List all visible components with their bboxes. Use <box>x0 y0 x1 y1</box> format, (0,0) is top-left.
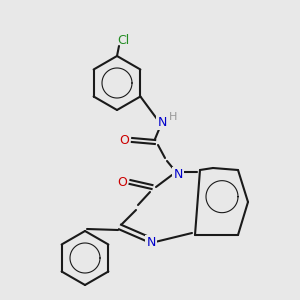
Text: O: O <box>117 176 127 188</box>
Text: H: H <box>169 112 177 122</box>
Text: N: N <box>146 236 156 250</box>
Text: Cl: Cl <box>117 34 129 46</box>
Text: O: O <box>119 134 129 146</box>
Text: N: N <box>173 169 183 182</box>
Text: N: N <box>157 116 167 128</box>
